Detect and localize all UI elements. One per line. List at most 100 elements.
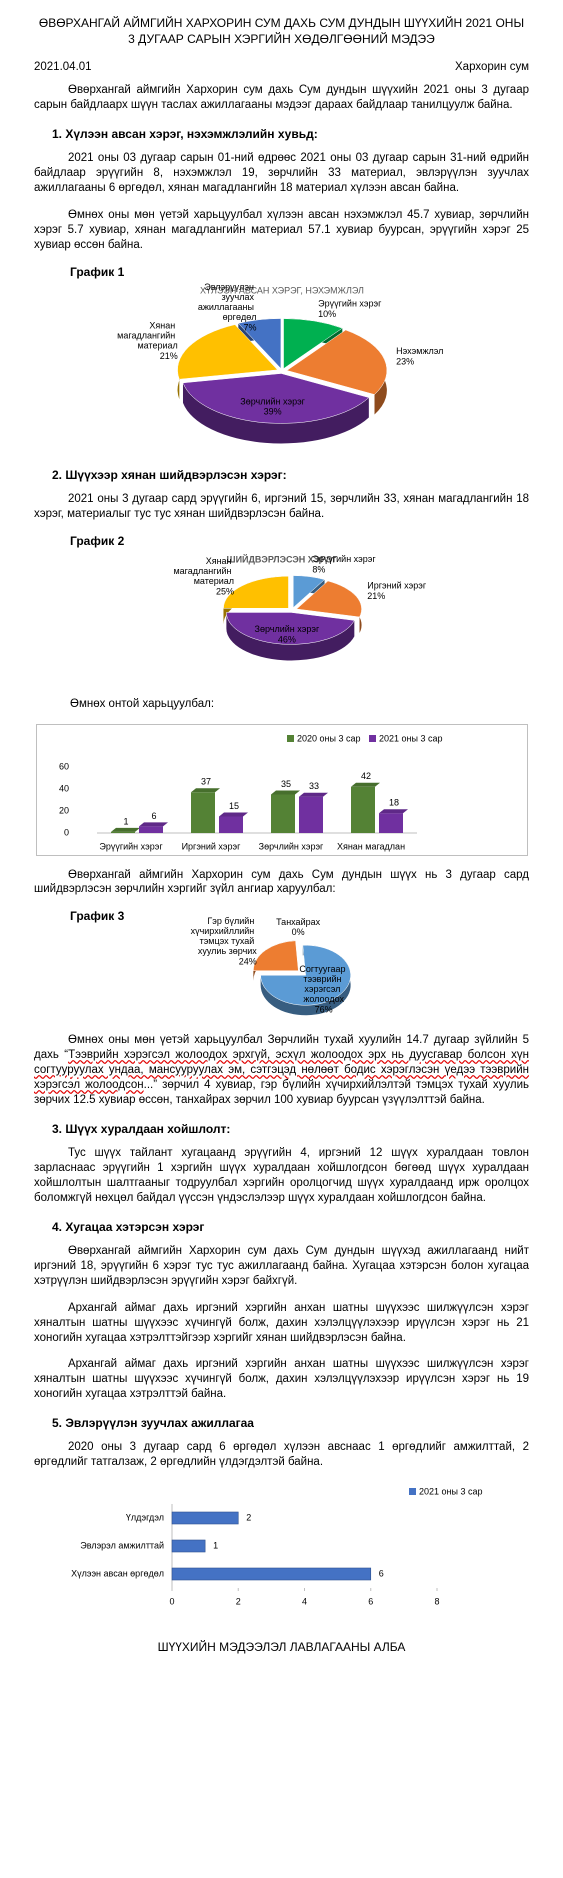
paragraph: Өмнөх оны мөн үетэй харьцуулбал хүлээн а… [34,208,529,251]
legend-label: 2020 оны 3 сар [297,733,360,743]
y-tick-label: 40 [58,783,68,793]
slice-value-label: 46% [277,634,295,644]
slice-value-label: 10% [318,309,336,319]
date-row: 2021.04.01 Хархорин сум [34,61,529,73]
slice-value-label: 0% [291,928,304,938]
pie-slice [259,945,351,1006]
section-heading: 3. Шүүх хуралдаан хойшлолт: [52,1122,231,1137]
underlined-text: Тээврийн хэрэгсэл жолоодох эрхгүй, эсхүл… [34,1049,529,1092]
slice-label: Эвлэрүүлэн зуучлах ажиллагааны өргөдөл [197,282,256,322]
bar-top [378,808,408,813]
slice-label: Гэр бүлийн хүчирхийллийн тэмцэх тухай ху… [190,917,257,957]
paragraph: Өвөрхангай аймгийн Хархорин сум дахь Сум… [34,1244,529,1287]
paragraph: Өвөрхангай аймгийн Хархорин сум дахь Сум… [34,868,529,896]
x-tick-label: Эрүүгийн хэрэг [99,841,163,851]
chart: Гэр бүлийн хүчирхийллийн тэмцэх тухай ху… [190,917,351,1016]
pie-slice [222,575,289,609]
pie-slice [292,574,325,608]
slice-label: Хянан магадлангийн материал [117,321,178,351]
value-label: 2 [246,1513,251,1523]
x-tick-label: Иргэний хэрэг [181,841,241,851]
bar [171,1539,205,1553]
pie-slice [182,372,369,424]
slice-label: Танхайрах [276,918,321,928]
y-tick-label: 0 [63,827,68,837]
bar [171,1511,239,1525]
x-tick-label: 0 [169,1597,174,1607]
legend-swatch [408,1488,416,1496]
bar-top [110,827,140,832]
slice-label: Нэхэмжлэл [396,346,443,356]
bar-top [350,782,380,787]
value-label: 37 [200,776,210,786]
bar-top [218,812,248,816]
pie-slice [295,580,362,617]
x-tick-label: 4 [301,1597,306,1607]
text: ...” зөрчил 4 хувиар, гэр бүлийн хүчирхи… [34,1079,529,1107]
value-label: 35 [280,778,290,788]
section-heading: 2. Шүүхээр хянан шийдвэрлэсэн хэрэг: [52,467,287,482]
value-label: 15 [228,800,238,810]
chart: 0 20 40 60 2020 оны 3 сар 1 37 35 42 2021 оны 3 с… [35,723,528,856]
text: Өмнөх оны мөн үетэй харьцуулбал Зөрчлийн… [34,1034,529,1062]
bar [378,812,403,833]
slice-value-label: 21% [367,590,385,600]
pie-slice [282,318,343,369]
slice-label: Хянан магадлангийн материал [173,556,234,586]
slice-value-label: 7% [243,322,256,332]
pie-slice [225,611,355,645]
slice-value-label: 8% [312,564,325,574]
intro: Өвөрхангай аймгийн Хархорин сум дахь Сум… [34,84,529,112]
value-label: 1 [213,1541,218,1551]
bar [171,1567,371,1581]
slice-label: Зөрчлийн хэрэг [240,396,305,406]
y-tick-label: Үлдэгдэл [125,1513,163,1523]
slice-label: Согтуугаар тээврийн хэрэгсэл жолоодох [299,965,348,1005]
chart: ХҮЛЭЭН АВСАН ХЭРЭГ, НЭХЭМЖЛЭЛ Эрүүгийн хэ… [117,282,443,444]
bar-top [270,790,300,794]
paragraph: Өмнөх оны мөн үетэй харьцуулбал Зөрчлийн… [34,1033,529,1108]
section-heading: 1. Хүлээн авсан хэрэг, нэхэмжлэлийн хувь… [52,127,318,142]
pie-slice [285,329,387,395]
paragraph: Тус шүүх тайлант хугацаанд эрүүгийн 4, и… [34,1147,529,1204]
bar [218,816,243,833]
legend-label: 2021 оны 3 сар [419,1487,482,1497]
chart-caption: График 1 [70,264,125,279]
x-tick-label: 2 [235,1597,240,1607]
footer: ШҮҮХИЙН МЭДЭЭЛЭЛ ЛАВЛАГААНЫ АЛБА [157,1640,406,1655]
slice-value-label: 25% [216,586,234,596]
y-tick-label: Хүлээн авсан өргөдөл [71,1569,164,1579]
slice-side [182,382,369,444]
paragraph: 2021 оны 3 дугаар сард эрүүгийн 6, иргэн… [34,492,529,520]
value-label: 18 [388,797,398,807]
bar-top [190,787,220,792]
legend-swatch [286,734,294,742]
pie-slice [237,317,281,369]
section-heading: 5. Эвлэрүүлэн зуучлах ажиллагаа [52,1416,254,1431]
value-label: 6 [378,1569,383,1579]
slice-side [225,612,354,661]
slice-label: Эрүүгийн хэрэг [318,299,382,309]
bar [138,825,163,833]
x-tick-label: 6 [368,1597,373,1607]
place: Хархорин сум [455,61,529,74]
slice-value-label: 21% [159,351,177,361]
value-label: 1 [123,816,128,826]
bar [110,831,135,833]
value-label: 33 [308,781,318,791]
legend-swatch [368,734,376,742]
date: 2021.04.01 [34,61,92,74]
slice-label: Эрүүгийн хэрэг [312,554,376,564]
paragraph: 2020 оны 3 дугаар сард 6 өргөдөл хүлээн … [34,1441,529,1469]
pie-slice [176,324,278,380]
y-tick-label: Эвлэрэл амжилттай [80,1541,164,1551]
chart-caption: График 3 [70,909,125,924]
slice-value-label: 39% [263,406,281,416]
paragraph: Архангай аймаг дахь иргэний хэргийн анха… [34,1301,529,1344]
paragraph: Архангай аймаг дахь иргэний хэргийн анха… [34,1358,529,1401]
chart: 0 2 4 6 8 2021 оны 3 сар 2 1 6 Үлдэгдэл Эвлэрэл ам… [71,1487,482,1607]
slice-value-label: 23% [396,356,414,366]
chart-caption: График 2 [70,533,125,548]
paragraph: Өмнөх онтой харьцуулбал: [70,697,215,710]
